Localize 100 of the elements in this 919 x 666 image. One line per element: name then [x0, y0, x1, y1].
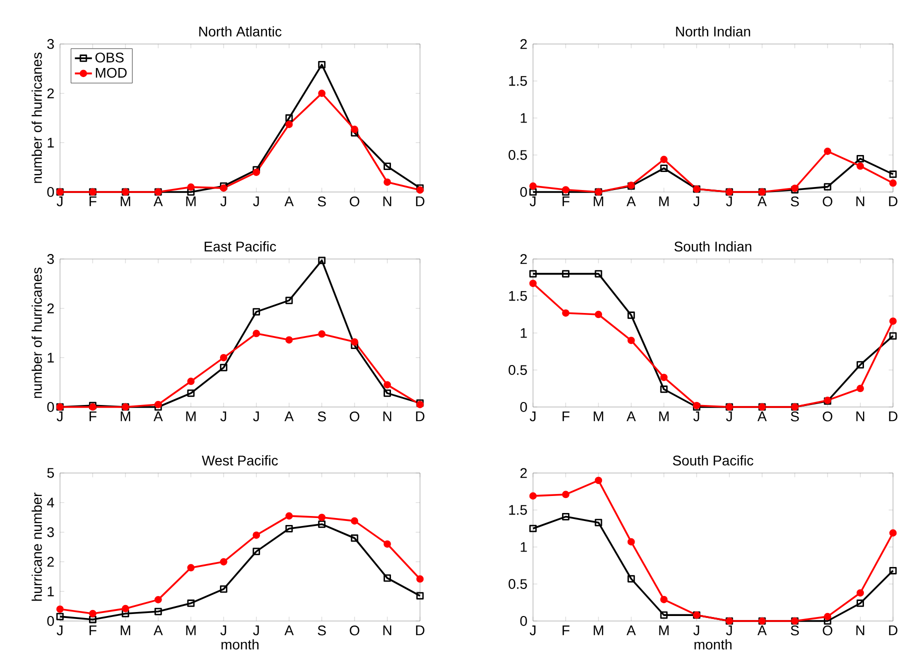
point [660, 386, 668, 393]
x-tick-label: N [856, 412, 864, 422]
x-tick-label: F [562, 412, 570, 422]
point [529, 182, 537, 190]
x-tick-label: J [56, 626, 62, 636]
point [889, 332, 897, 340]
y-tick-label: 2 [520, 39, 527, 49]
point [660, 374, 668, 382]
point [856, 361, 864, 369]
x-tick-label: N [383, 626, 392, 636]
y-tick-label: 4 [47, 498, 54, 508]
point [562, 186, 570, 194]
y-tick-label: 2 [520, 254, 527, 264]
point [220, 364, 228, 372]
x-tick-label: J [530, 626, 536, 636]
y-tick-label: 0 [47, 187, 54, 197]
x-tick-label: D [416, 626, 424, 636]
point [285, 336, 293, 344]
point [660, 164, 668, 172]
y-tick-label: 5 [47, 468, 54, 478]
point [384, 381, 391, 388]
x-tick-label: A [757, 626, 767, 636]
x-tick-label: A [626, 196, 636, 206]
point [529, 188, 537, 196]
x-tick-label: M [594, 196, 604, 206]
x-tick-label: F [90, 626, 96, 636]
x-tick-label: D [889, 196, 898, 206]
y-tick-label: 0 [47, 402, 54, 412]
point [187, 183, 195, 191]
x-tick-label: S [790, 412, 799, 422]
point [285, 296, 293, 304]
point [350, 534, 358, 542]
x-tick-label: A [154, 196, 163, 206]
point [856, 384, 864, 392]
point [187, 389, 195, 397]
point [89, 610, 96, 618]
y-tick-label: 0 [520, 187, 527, 197]
point [56, 605, 64, 613]
x-tick-label: A [757, 196, 767, 206]
point [594, 310, 602, 318]
x-tick-label: S [790, 626, 799, 636]
point [318, 514, 326, 522]
point [562, 512, 570, 520]
point [594, 270, 602, 278]
point [122, 604, 130, 612]
point [187, 564, 195, 572]
x-tick-label: J [726, 626, 732, 636]
point [660, 611, 668, 619]
point [529, 270, 537, 278]
x-tick-label: J [56, 412, 62, 422]
x-tick-label: S [318, 412, 326, 422]
y-tick-label: 1.5 [509, 291, 527, 301]
x-tick-label: A [284, 196, 294, 206]
x-tick-label: F [90, 196, 96, 206]
x-tick-label: J [253, 412, 259, 422]
x-axis-title: month [694, 639, 732, 650]
point [628, 538, 635, 546]
y-tick-label: 0.5 [508, 579, 527, 589]
x-tick-label: N [856, 196, 864, 206]
x-tick-label: J [56, 196, 62, 206]
x-tick-label: N [383, 196, 392, 206]
x-tick-label: J [726, 196, 732, 206]
chart-title: East Pacific [204, 241, 276, 252]
x-tick-label: D [416, 196, 424, 206]
legend-label: OBS [95, 52, 124, 62]
point [318, 520, 326, 528]
point [285, 524, 293, 532]
point [252, 308, 260, 316]
chart-title: North Indian [676, 26, 750, 36]
x-tick-label: J [220, 626, 226, 636]
y-tick-label: 1.5 [509, 505, 527, 515]
point [856, 162, 864, 170]
point [824, 617, 832, 625]
point [318, 61, 326, 68]
x-tick-label: M [186, 196, 196, 206]
y-tick-label: 3 [47, 254, 54, 264]
y-tick-label: 2 [47, 303, 54, 314]
point [252, 531, 260, 539]
point [318, 90, 326, 98]
point [594, 476, 602, 484]
point [562, 309, 570, 317]
point [252, 168, 260, 176]
x-tick-label: O [822, 412, 832, 422]
point [889, 170, 897, 178]
x-tick-label: A [626, 412, 636, 422]
point [154, 596, 162, 604]
x-tick-label: D [889, 626, 898, 636]
x-tick-label: J [530, 412, 536, 422]
x-tick-label: A [757, 412, 767, 422]
x-tick-label: A [284, 626, 294, 636]
x-tick-label: F [90, 412, 96, 422]
point [889, 317, 897, 325]
point [350, 129, 358, 136]
x-tick-label: O [350, 412, 360, 422]
point [252, 548, 260, 556]
point [824, 183, 832, 191]
x-axis-title: month [222, 639, 258, 650]
x-tick-label: S [318, 196, 326, 206]
point [252, 330, 260, 338]
point [594, 518, 602, 526]
